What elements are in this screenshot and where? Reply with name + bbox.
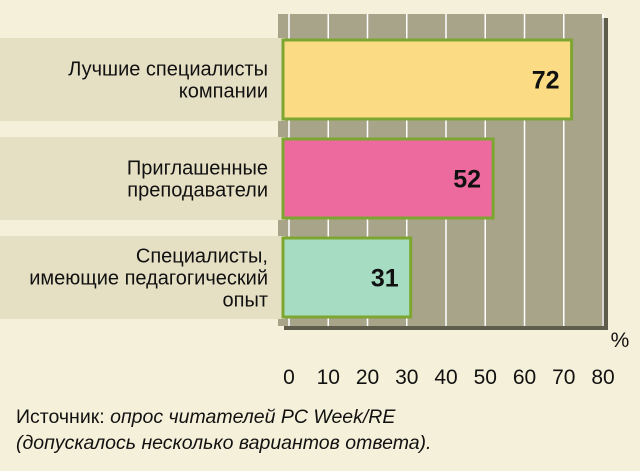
bar — [281, 236, 413, 319]
bar-value-label: 52 — [453, 166, 481, 194]
category-label: Лучшие специалисты — [68, 59, 268, 81]
x-tick-label: 80 — [591, 366, 614, 389]
bar-value-label: 72 — [532, 67, 560, 95]
x-tick-label: 70 — [552, 366, 575, 389]
source-note: Источник: опрос читателей PC Week/RE (до… — [16, 404, 616, 456]
category-label: Специалисты, — [136, 246, 268, 268]
category-label: компании — [179, 81, 268, 103]
source-prefix: Источник: — [16, 406, 111, 428]
bar-value-label: 31 — [371, 265, 399, 293]
category-band — [0, 236, 285, 319]
x-tick-label: 60 — [513, 366, 536, 389]
x-tick-label: 40 — [434, 366, 457, 389]
category-label: имеющие педагогический — [29, 268, 268, 290]
x-tick-label: 20 — [356, 366, 379, 389]
source-line1: опрос читателей PC Week/RE — [110, 406, 396, 428]
unit-label: % — [611, 329, 630, 352]
source-line2: (допускалось несколько вариантов ответа)… — [16, 432, 432, 454]
bar — [281, 38, 574, 121]
bar — [281, 137, 495, 220]
category-band — [0, 38, 285, 121]
bars: 72 52 31 — [281, 38, 574, 319]
x-tick-label: 30 — [395, 366, 418, 389]
category-bands — [0, 38, 285, 319]
x-tick-label: 10 — [317, 366, 340, 389]
x-tick-label: 0 — [283, 366, 295, 389]
category-band — [0, 137, 285, 220]
category-label: Приглашенные — [127, 158, 268, 180]
x-tick-label: 50 — [474, 366, 497, 389]
category-label: опыт — [223, 290, 269, 312]
x-axis-ticks: 0 10 20 30 40 50 60 70 80 — [283, 366, 615, 389]
category-label: преподаватели — [127, 180, 268, 202]
